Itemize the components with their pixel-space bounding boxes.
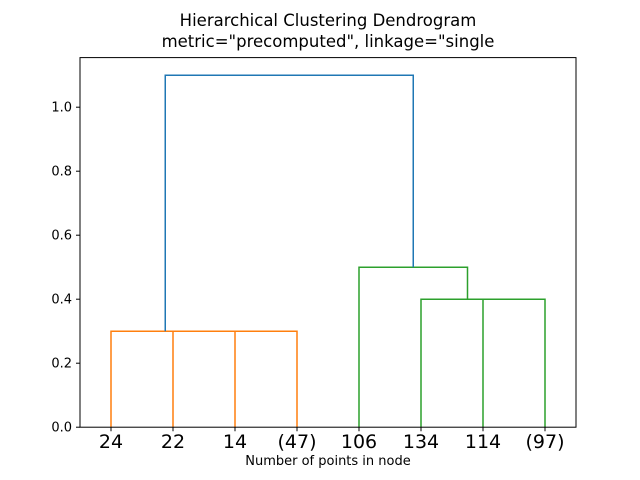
- y-tick-label: 0.6: [51, 229, 72, 244]
- leaf-label: 24: [99, 431, 123, 453]
- x-axis-label: Number of points in node: [245, 454, 411, 469]
- y-tick-label: 0.4: [51, 293, 72, 308]
- dendrogram-link: [110, 330, 220, 428]
- dendrogram-link: [358, 266, 469, 428]
- y-tick-label: 0.8: [51, 165, 72, 180]
- chart-title-line2: metric="precomputed", linkage="single: [161, 31, 495, 51]
- leaf-label: (47): [277, 431, 316, 453]
- chart-title-line1: Hierarchical Clustering Dendrogram: [179, 11, 477, 30]
- axes-spines: [79, 57, 577, 428]
- leaf-label: 114: [465, 431, 501, 453]
- dendrogram-link: [164, 74, 414, 332]
- leaf-label: 134: [403, 431, 439, 453]
- dendrogram-link: [172, 330, 266, 428]
- leaf-label: 14: [223, 431, 247, 453]
- leaf-label: 22: [161, 431, 185, 453]
- dendrogram-link: [482, 298, 546, 428]
- chart-title: Hierarchical Clustering Dendrogram metri…: [80, 11, 576, 52]
- y-tick-label: 0.2: [51, 357, 72, 372]
- y-tick-label: 1.0: [51, 101, 72, 116]
- dendrogram-link: [420, 298, 514, 428]
- dendrogram-link: [234, 330, 298, 428]
- leaf-label: 106: [341, 431, 377, 453]
- leaf-label: (97): [525, 431, 564, 453]
- y-tick-label: 0.0: [51, 421, 72, 436]
